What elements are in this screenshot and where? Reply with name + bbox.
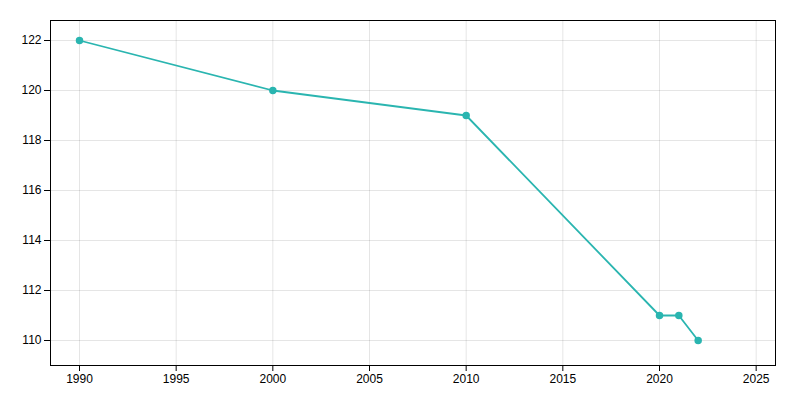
svg-text:114: 114: [22, 233, 41, 247]
svg-text:112: 112: [22, 283, 41, 297]
svg-text:116: 116: [22, 183, 41, 197]
svg-text:2000: 2000: [259, 372, 286, 386]
svg-text:1990: 1990: [66, 372, 93, 386]
svg-text:2015: 2015: [549, 372, 576, 386]
svg-text:2005: 2005: [356, 372, 383, 386]
svg-text:122: 122: [21, 33, 41, 47]
svg-text:2020: 2020: [646, 372, 673, 386]
svg-text:2025: 2025: [743, 372, 770, 386]
svg-text:118: 118: [22, 133, 41, 147]
svg-text:110: 110: [22, 333, 41, 347]
svg-text:1995: 1995: [163, 372, 190, 386]
svg-text:2010: 2010: [453, 372, 480, 386]
svg-text:120: 120: [21, 83, 41, 97]
